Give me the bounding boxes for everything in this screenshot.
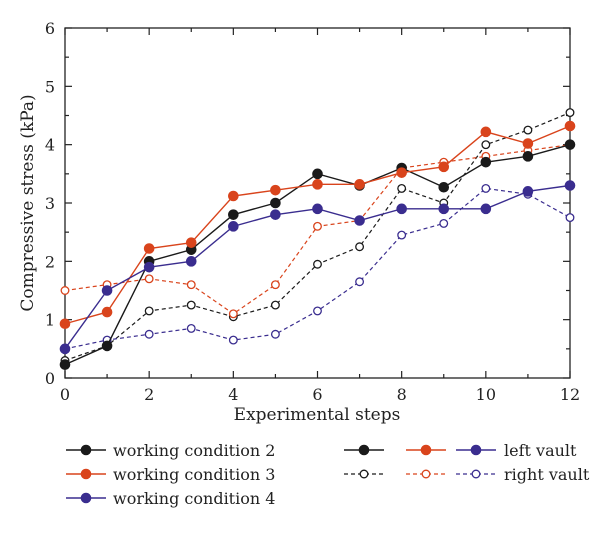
x-tick-label: 8 [397,385,407,404]
legend-label: working condition 3 [113,465,275,484]
data-point [101,306,113,318]
data-point [355,277,365,287]
data-point [60,286,70,295]
data-point [270,209,281,220]
x-tick-label: 2 [144,385,154,404]
data-point [564,180,576,191]
legend-label: right vault [504,465,590,484]
data-point [270,280,280,290]
legend-marker [358,444,370,456]
legend-label: working condition 2 [113,441,275,460]
data-point [313,221,322,231]
data-point [397,230,407,240]
data-point [228,209,239,220]
data-point [143,243,155,254]
data-point [186,323,196,333]
legend-marker [80,444,92,456]
y-tick-label: 6 [45,19,55,38]
x-tick-label: 4 [228,385,238,404]
data-point [312,179,323,190]
x-tick-label: 6 [312,385,322,404]
data-point [564,139,576,150]
data-point [228,335,238,345]
data-point [439,218,449,228]
data-point [143,261,155,273]
data-point [59,343,71,355]
data-point [313,259,322,269]
legend-marker [359,469,369,479]
data-point [565,213,575,223]
y-tick-label: 2 [45,252,55,271]
data-point [354,215,365,226]
y-tick-label: 1 [45,311,55,330]
legend-marker [80,492,92,504]
data-point [354,179,365,190]
legend-marker [470,444,482,456]
x-tick-label: 12 [560,385,580,404]
legend-marker [421,469,431,479]
data-point [396,167,407,178]
data-point [228,190,239,202]
data-point [397,183,407,193]
x-axis-title: Experimental steps [234,405,401,425]
data-point [228,221,239,232]
data-point [101,285,113,296]
data-point [101,340,113,352]
data-point [228,309,238,319]
y-tick-label: 4 [45,136,55,155]
y-tick-label: 5 [45,77,55,96]
data-point [355,242,365,252]
data-point [59,359,71,370]
data-point [481,140,491,150]
data-point [312,203,323,215]
data-point [523,125,533,135]
data-point [59,318,71,330]
y-tick-label: 3 [45,194,55,213]
legend-marker [471,469,481,479]
data-point [312,168,323,180]
data-point [144,329,154,339]
data-point [270,329,280,339]
data-point [186,300,196,310]
data-point [270,197,281,209]
data-point [480,156,492,168]
data-point [185,237,197,248]
data-point [564,120,576,132]
data-point [522,186,534,197]
data-point [565,108,575,118]
legend-label: left vault [504,441,577,460]
data-point [270,184,281,196]
data-point [270,300,280,310]
legend-marker [80,468,92,480]
data-point [522,151,534,162]
data-point [144,274,154,284]
data-point [480,203,492,215]
data-point [481,183,491,193]
data-point [185,256,197,267]
y-axis-title: Compressive stress (kPa) [18,94,38,311]
data-point [186,280,196,290]
series-layer [59,108,576,370]
legend-marker [420,444,432,456]
data-point [438,203,450,215]
data-point [438,161,450,173]
x-tick-label: 0 [60,385,70,404]
data-point [144,306,154,316]
data-point [522,138,534,149]
series-line [64,112,571,362]
legend: working condition 2 working condition 3 wo… [66,441,590,508]
data-point [438,181,450,193]
legend-label: working condition 4 [113,489,275,508]
x-tick-label: 10 [476,385,496,404]
data-point [313,306,322,316]
data-point [480,126,492,138]
data-point [396,203,407,215]
y-tick-label: 0 [45,369,55,388]
plot-frame [64,27,571,379]
